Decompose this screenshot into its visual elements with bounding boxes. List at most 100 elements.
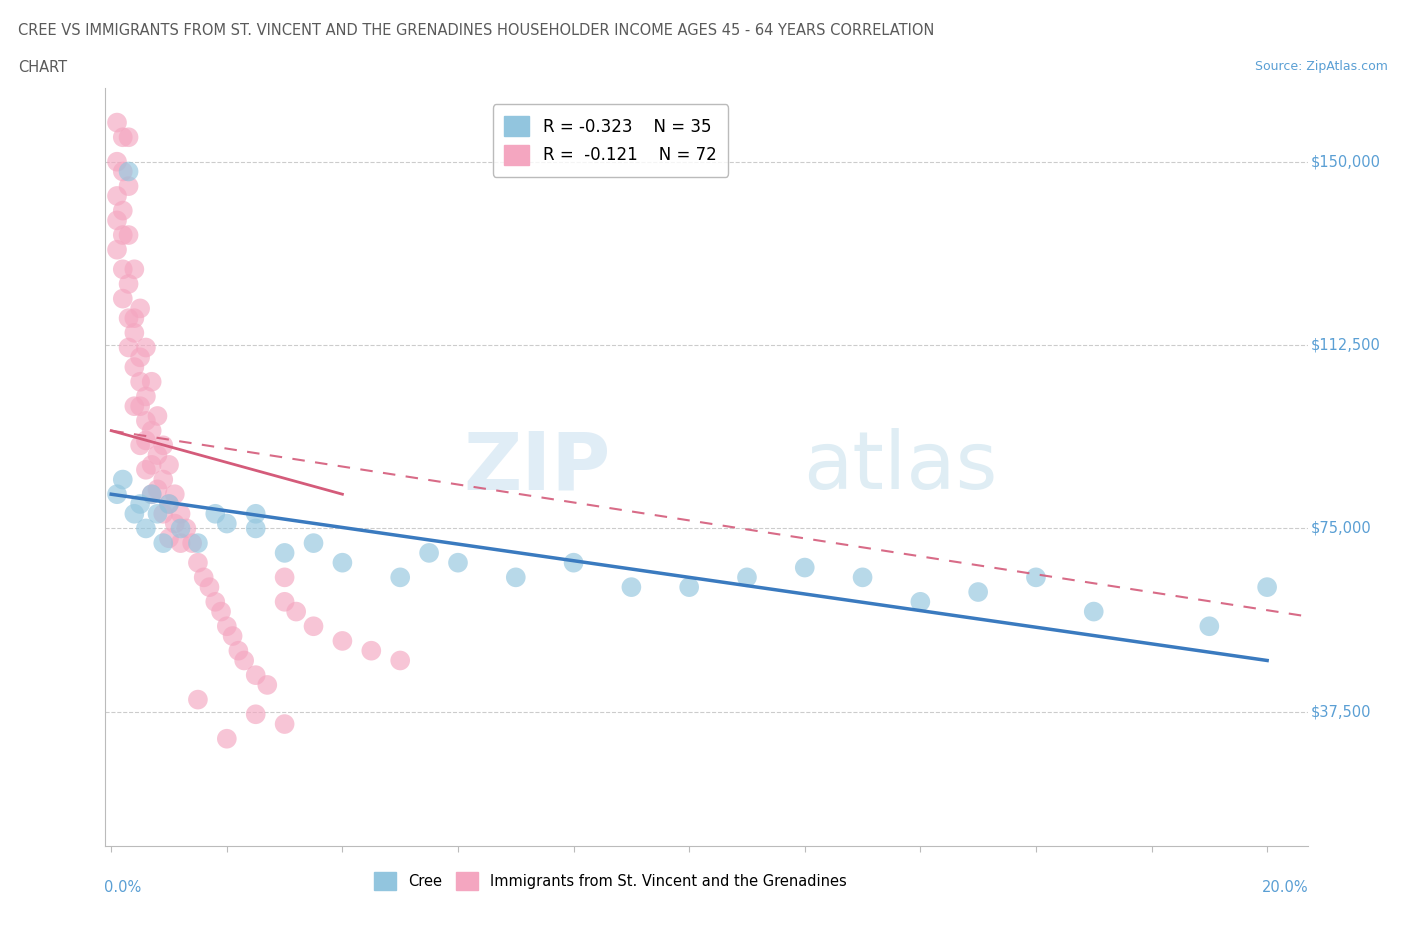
Point [193, 570, 215, 585]
Point [129, 350, 152, 365]
Point [141, 374, 163, 389]
Point [228, 644, 250, 658]
Point [389, 570, 412, 585]
Point [851, 570, 873, 585]
Point [157, 531, 180, 546]
Point [152, 472, 174, 487]
Point [163, 516, 186, 531]
Point [117, 276, 139, 291]
Point [1256, 579, 1278, 594]
Point [135, 433, 157, 448]
Text: Source: ZipAtlas.com: Source: ZipAtlas.com [1254, 60, 1388, 73]
Point [215, 618, 238, 633]
Point [735, 570, 758, 585]
Point [146, 482, 169, 497]
Point [111, 130, 134, 145]
Point [245, 506, 267, 521]
Point [146, 506, 169, 521]
Point [169, 536, 191, 551]
Point [117, 164, 139, 179]
Text: 0.0%: 0.0% [104, 881, 142, 896]
Point [111, 228, 134, 243]
Point [135, 462, 157, 477]
Point [176, 521, 198, 536]
Point [105, 154, 128, 169]
Point [117, 340, 139, 355]
Point [117, 179, 139, 193]
Point [169, 521, 191, 536]
Point [793, 560, 815, 575]
Point [105, 213, 128, 228]
Point [332, 555, 354, 570]
Text: $150,000: $150,000 [1312, 154, 1381, 169]
Point [135, 340, 157, 355]
Point [141, 486, 163, 501]
Point [105, 115, 128, 130]
Point [204, 506, 226, 521]
Point [135, 521, 157, 536]
Point [215, 731, 238, 746]
Point [124, 399, 146, 414]
Point [157, 458, 180, 472]
Point [135, 389, 157, 404]
Point [111, 262, 134, 277]
Point [245, 521, 267, 536]
Text: ZIP: ZIP [463, 429, 610, 506]
Point [285, 604, 308, 619]
Point [332, 633, 354, 648]
Point [678, 579, 700, 594]
Point [204, 594, 226, 609]
Point [209, 604, 232, 619]
Point [215, 516, 238, 531]
Text: $75,000: $75,000 [1312, 521, 1372, 536]
Point [105, 486, 128, 501]
Point [141, 458, 163, 472]
Point [152, 536, 174, 551]
Text: atlas: atlas [803, 429, 997, 506]
Point [273, 546, 295, 561]
Point [111, 472, 134, 487]
Point [135, 414, 157, 429]
Point [152, 506, 174, 521]
Legend: Cree, Immigrants from St. Vincent and the Grenadines: Cree, Immigrants from St. Vincent and th… [368, 867, 852, 896]
Point [221, 629, 243, 644]
Point [111, 203, 134, 218]
Point [187, 555, 209, 570]
Text: 20.0%: 20.0% [1263, 881, 1309, 896]
Point [302, 536, 325, 551]
Point [157, 497, 180, 512]
Text: CHART: CHART [18, 60, 67, 75]
Point [146, 447, 169, 462]
Point [129, 374, 152, 389]
Text: CREE VS IMMIGRANTS FROM ST. VINCENT AND THE GRENADINES HOUSEHOLDER INCOME AGES 4: CREE VS IMMIGRANTS FROM ST. VINCENT AND … [18, 23, 935, 38]
Point [620, 579, 643, 594]
Point [245, 668, 267, 683]
Point [157, 497, 180, 512]
Point [273, 570, 295, 585]
Point [169, 506, 191, 521]
Point [389, 653, 412, 668]
Point [117, 130, 139, 145]
Point [124, 311, 146, 325]
Point [124, 506, 146, 521]
Point [910, 594, 932, 609]
Point [1198, 618, 1220, 633]
Point [141, 486, 163, 501]
Text: $37,500: $37,500 [1312, 704, 1372, 719]
Point [105, 189, 128, 204]
Point [505, 570, 527, 585]
Point [111, 164, 134, 179]
Point [111, 291, 134, 306]
Point [302, 618, 325, 633]
Point [129, 497, 152, 512]
Point [141, 423, 163, 438]
Text: $112,500: $112,500 [1312, 338, 1381, 352]
Point [124, 262, 146, 277]
Point [129, 399, 152, 414]
Point [447, 555, 470, 570]
Point [129, 301, 152, 316]
Point [198, 579, 221, 594]
Point [1025, 570, 1047, 585]
Point [273, 717, 295, 732]
Point [360, 644, 382, 658]
